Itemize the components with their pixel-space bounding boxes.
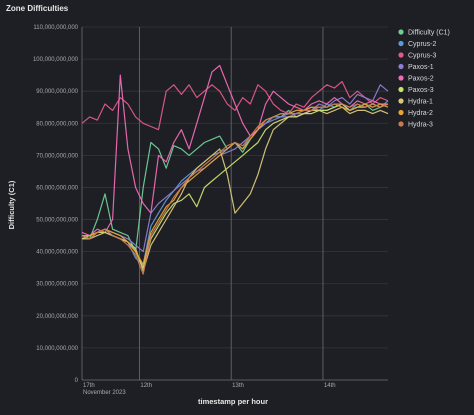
- legend: Difficulty (C1) Cyprus-2 Cyprus-3 Paxos-1 Pa…: [398, 29, 450, 129]
- series-line-paxos-2: [81, 64, 388, 237]
- y-tick-label: 110,000,000,000: [33, 25, 78, 31]
- y-tick-label: 40,000,000,000: [36, 250, 78, 256]
- series-line-hydra-1: [82, 106, 389, 272]
- series-line-difficulty-c1: [81, 103, 389, 253]
- x-tick-sublabel: November 2023: [83, 390, 126, 396]
- y-tick-label: 90,000,000,000: [36, 89, 78, 95]
- x-tick-label: 12th: [140, 383, 152, 389]
- legend-swatch: [398, 40, 404, 47]
- y-tick-label: 10,000,000,000: [36, 346, 78, 352]
- series-line-hydra-2: [82, 103, 389, 266]
- panel-title: Zone Difficulties: [6, 4, 69, 13]
- legend-label[interactable]: Cyprus-2: [408, 41, 437, 48]
- legend-label[interactable]: Hydra-2: [408, 110, 433, 117]
- legend-label[interactable]: Difficulty (C1): [408, 30, 450, 37]
- legend-label[interactable]: Paxos-1: [408, 64, 434, 71]
- y-tick-label: 100,000,000,000: [33, 57, 79, 63]
- legend-label[interactable]: Hydra-1: [408, 99, 433, 106]
- series-lines: [81, 64, 389, 275]
- legend-label[interactable]: Hydra-3: [408, 122, 433, 129]
- legend-label[interactable]: Paxos-2: [408, 76, 434, 83]
- series-line-cyprus-2: [82, 100, 389, 266]
- legend-swatch: [398, 75, 404, 81]
- legend-swatch: [398, 98, 404, 104]
- legend-label[interactable]: Paxos-3: [408, 87, 434, 94]
- x-axis-title: timestamp per hour: [198, 397, 268, 406]
- y-axis-ticks: 0 10,000,000,000 20,000,000,000 30,000,000,…: [33, 25, 79, 384]
- x-tick-label: 13th: [232, 383, 244, 389]
- y-tick-label: 80,000,000,000: [36, 121, 78, 127]
- series-line-hydra-3: [81, 103, 389, 275]
- legend-swatch: [398, 63, 404, 70]
- y-tick-label: 50,000,000,000: [36, 218, 78, 224]
- series-line-cyprus-3: [81, 80, 389, 131]
- y-tick-label: 30,000,000,000: [36, 282, 78, 288]
- legend-swatch: [398, 109, 404, 116]
- y-tick-label: 20,000,000,000: [36, 314, 78, 320]
- legend-swatch: [398, 29, 404, 35]
- y-tick-label: 0: [75, 378, 79, 384]
- legend-swatch: [398, 121, 404, 127]
- y-tick-label: 60,000,000,000: [36, 185, 78, 191]
- y-axis-title: Difficulty (C1): [7, 180, 16, 229]
- legend-swatch: [398, 52, 404, 58]
- x-tick-label: 14th: [324, 383, 336, 389]
- x-tick-label: 17th: [83, 383, 95, 389]
- legend-label[interactable]: Cyprus-3: [408, 53, 437, 60]
- legend-swatch: [398, 86, 404, 93]
- y-tick-label: 70,000,000,000: [36, 153, 78, 159]
- grid: [81, 26, 388, 381]
